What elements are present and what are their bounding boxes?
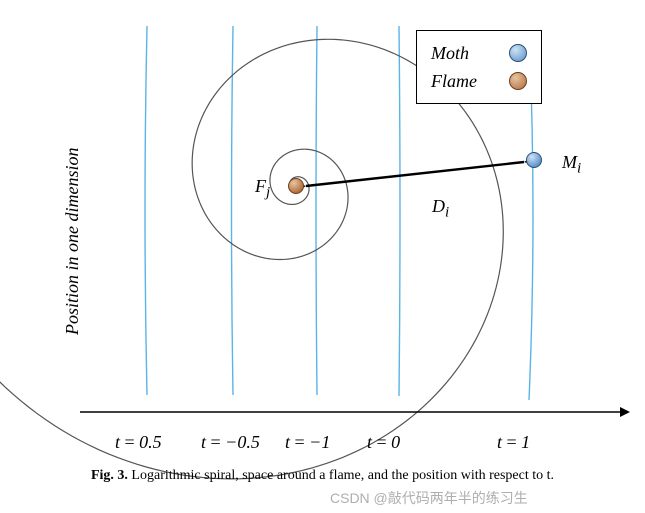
moth-label: Mi [562,152,581,178]
legend-label-flame: Flame [431,71,491,92]
moth-icon [509,44,527,62]
tick-label: t = 1 [497,432,530,453]
x-axis [80,407,630,417]
moth-point [527,153,542,168]
flame-point [289,179,304,194]
flame-label: Fj [255,176,270,202]
tick-label: t = 0.5 [115,432,162,453]
y-axis-label: Position in one dimension [62,148,83,336]
distance-label: Di [432,196,449,222]
legend-row-flame: Flame [431,67,527,95]
legend-box: Moth Flame [416,30,542,104]
tick-label: t = −1 [285,432,330,453]
legend-label-moth: Moth [431,43,491,64]
legend-row-moth: Moth [431,39,527,67]
figure-container: Moth Flame Position in one dimension Fj … [0,0,645,513]
tick-label: t = 0 [367,432,400,453]
watermark-text: CSDN @敲代码两年半的练习生 [330,488,528,508]
tick-label: t = −0.5 [201,432,260,453]
figure-caption: Fig. 3. Logarithmic spiral, space around… [0,468,645,484]
flame-icon [509,72,527,90]
